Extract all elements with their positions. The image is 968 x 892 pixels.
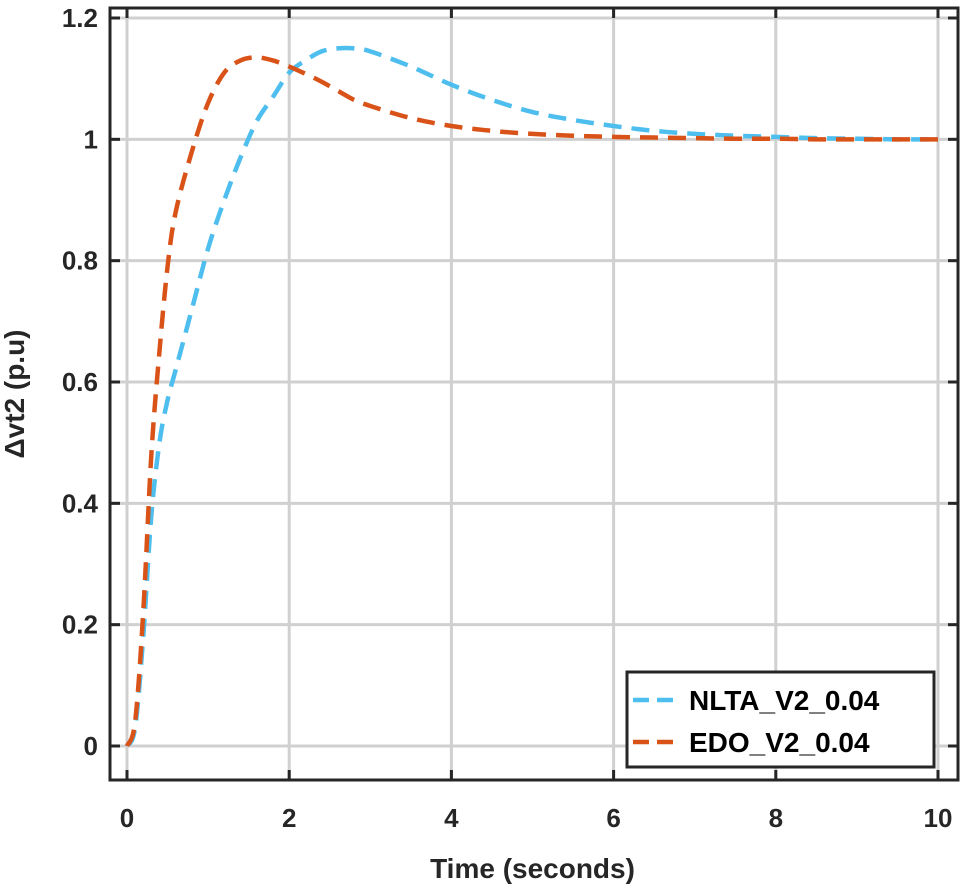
y-tick-label: 0.4 — [62, 488, 99, 518]
y-tick-label: 0.8 — [62, 246, 98, 276]
grid — [110, 8, 958, 780]
x-tick-label: 8 — [769, 803, 783, 833]
plot-frame — [108, 6, 960, 782]
series-group — [124, 45, 939, 748]
series-line-1 — [124, 45, 939, 748]
y-tick-label: 0 — [84, 731, 98, 761]
legend-box — [625, 670, 936, 769]
legend-label: NLTA_V2_0.04 — [689, 685, 880, 716]
y-tick-label: 0.2 — [62, 610, 98, 640]
y-tick-label: 1 — [84, 124, 98, 154]
x-tick-label: 2 — [282, 803, 296, 833]
x-tick-label: 0 — [120, 803, 134, 833]
x-axis-label: Time (seconds) — [430, 853, 635, 884]
x-tick-label: 4 — [444, 803, 459, 833]
legend: NLTA_V2_0.04 EDO_V2_0.04 — [625, 670, 936, 769]
y-axis-label: Δvt2 (p.u) — [0, 329, 30, 458]
x-tick-label: 6 — [606, 803, 620, 833]
y-tick-label: 1.2 — [62, 3, 98, 33]
x-tick-label: 10 — [924, 803, 953, 833]
y-tick-label: 0.6 — [62, 367, 98, 397]
axis-ticks: 0 2 4 6 8 10 0 0.2 0.4 0.6 0.8 1 1.2 — [62, 3, 958, 833]
series-line-2 — [124, 55, 938, 747]
legend-label: EDO_V2_0.04 — [689, 727, 870, 758]
